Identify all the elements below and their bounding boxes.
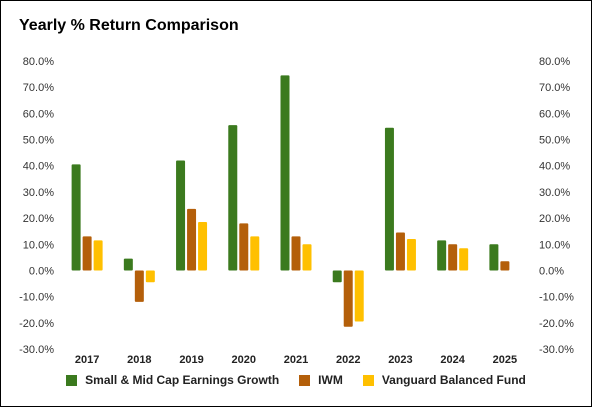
bar [176, 160, 186, 271]
bar [187, 208, 197, 271]
x-category-label: 2025 [493, 354, 517, 366]
x-category-label: 2019 [179, 354, 203, 366]
x-category-label: 2018 [127, 354, 151, 366]
legend-label: Vanguard Balanced Fund [381, 373, 526, 387]
y-tick-label-right: 20.0% [539, 213, 570, 225]
y-tick-label-left: 30.0% [23, 187, 54, 199]
x-category-label: 2017 [75, 354, 99, 366]
y-tick-label-left: 70.0% [23, 82, 54, 94]
y-tick-label-right: -20.0% [539, 318, 574, 330]
bar [228, 125, 238, 271]
y-tick-label-right: 80.0% [539, 56, 570, 68]
x-category-label: 2022 [336, 354, 360, 366]
chart-legend: Small & Mid Cap Earnings Growth IWM Vangua… [1, 373, 591, 389]
x-category-label: 2024 [440, 354, 465, 366]
legend-label: Small & Mid Cap Earnings Growth [85, 373, 280, 387]
legend-swatch [66, 374, 78, 386]
bar [384, 127, 394, 271]
y-tick-label-right: 60.0% [539, 108, 570, 120]
x-category-label: 2020 [232, 354, 256, 366]
legend-label: IWM [318, 373, 343, 387]
bar [500, 261, 510, 271]
y-tick-label-right: -10.0% [539, 292, 574, 304]
legend-item: IWM [299, 373, 343, 387]
y-tick-label-left: 60.0% [23, 108, 54, 120]
legend-item: Vanguard Balanced Fund [362, 373, 526, 387]
bar [198, 222, 208, 271]
legend-swatch [299, 374, 311, 386]
bar [489, 244, 499, 271]
bar [250, 236, 260, 271]
y-tick-label-left: 80.0% [23, 56, 54, 68]
bar [123, 258, 133, 271]
legend-item: Small & Mid Cap Earnings Growth [66, 373, 279, 387]
bar [145, 270, 155, 283]
y-tick-label-left: 10.0% [23, 239, 54, 251]
y-tick-label-left: 0.0% [29, 265, 54, 277]
y-tick-label-left: 20.0% [23, 213, 54, 225]
bar [82, 236, 92, 271]
bar [459, 248, 469, 271]
bar [395, 232, 405, 271]
legend-swatch [362, 374, 374, 386]
bar [280, 75, 290, 271]
y-tick-label-right: 0.0% [539, 265, 564, 277]
chart-title: Yearly % Return Comparison [19, 17, 239, 34]
bar [437, 240, 447, 271]
bar [93, 240, 103, 271]
bar [332, 270, 342, 283]
x-category-label: 2021 [284, 354, 308, 366]
bar [343, 270, 353, 327]
bar [239, 223, 249, 271]
bar [406, 239, 416, 271]
y-tick-label-right: 70.0% [539, 82, 570, 94]
y-tick-label-left: -10.0% [19, 292, 54, 304]
bar [291, 236, 301, 271]
bar [134, 270, 144, 302]
y-tick-label-right: 30.0% [539, 187, 570, 199]
y-tick-label-left: -30.0% [19, 344, 54, 356]
y-tick-label-left: 40.0% [23, 161, 54, 173]
bar [448, 244, 458, 271]
bar [71, 164, 81, 271]
y-tick-label-left: -20.0% [19, 318, 54, 330]
bar [354, 270, 364, 322]
y-tick-label-right: -30.0% [539, 344, 574, 356]
y-tick-label-right: 40.0% [539, 161, 570, 173]
y-tick-label-left: 50.0% [23, 135, 54, 147]
bar [302, 244, 312, 271]
y-tick-label-right: 10.0% [539, 239, 570, 251]
x-category-label: 2023 [388, 354, 412, 366]
y-tick-label-right: 50.0% [539, 135, 570, 147]
